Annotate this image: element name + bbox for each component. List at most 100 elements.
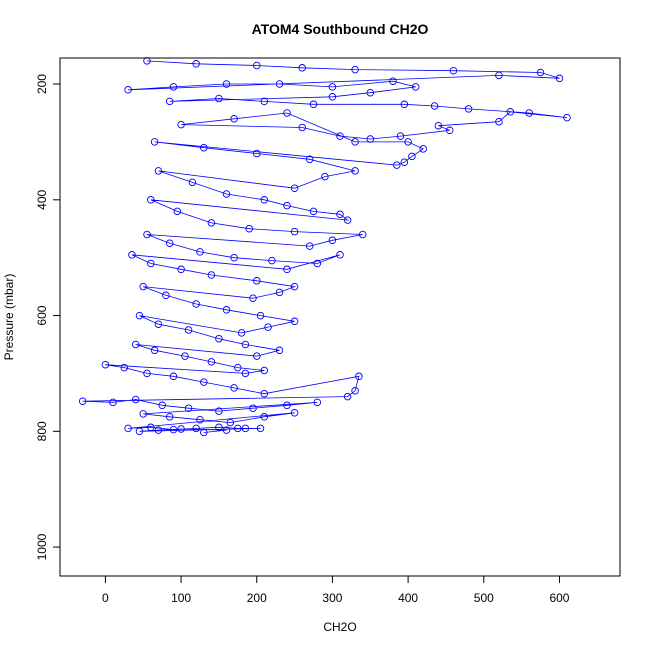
data-point [192,424,200,433]
y-tick-label: 400 [35,189,49,209]
data-point [253,149,261,158]
data-point [230,253,238,262]
x-tick-label: 400 [398,591,418,605]
data-point [260,196,269,204]
data-point [215,407,223,415]
data-point [343,216,352,224]
data-point [162,291,170,300]
data-point [283,109,291,117]
data-point [169,83,178,91]
data-point [150,138,159,146]
data-point [275,346,284,355]
data-point [165,97,174,106]
data-point [207,271,216,279]
x-tick-label: 300 [322,591,342,605]
data-point [253,352,261,360]
data-point [298,64,306,72]
data-point [253,277,261,285]
data-point [222,190,231,198]
data-point [143,369,151,378]
data-point [154,426,163,434]
data-point [200,428,208,437]
data-point [336,210,344,219]
y-axis-label: Pressure (mbar) [2,274,16,361]
data-point [234,363,242,372]
data-point [249,294,257,302]
data-point [305,242,314,250]
data-point [200,378,208,386]
data-point [135,427,144,436]
data-point [336,251,344,259]
data-point [389,77,397,85]
data-point [400,100,409,109]
data-point [177,425,185,433]
data-point [154,320,163,328]
data-point [184,404,193,412]
data-point [188,178,197,187]
y-tick-label: 200 [35,74,49,94]
data-point [358,230,367,239]
data-point [260,413,269,421]
data-point [419,145,427,153]
data-point [355,372,363,381]
data-point [169,425,178,434]
data-point [328,83,337,91]
data-point [101,360,110,369]
data-point [109,398,117,407]
x-tick-label: 500 [474,591,494,605]
data-point [177,120,185,129]
data-point [408,152,416,161]
data-point [131,340,140,349]
data-point [135,311,144,320]
data-point [290,317,299,326]
y-tick-label: 600 [35,305,49,325]
data-point [177,265,185,274]
data-point [147,196,155,204]
data-point [298,123,306,132]
data-point [393,161,401,169]
data-point [143,230,151,239]
data-point [120,363,129,372]
data-point [290,282,299,291]
data-point [309,100,318,109]
data-point [260,366,269,375]
data-point [124,86,132,94]
data-point [192,300,200,308]
data-point [328,236,337,245]
data-point [128,251,136,259]
data-point [222,426,231,434]
series-line [82,60,568,433]
data-point [328,93,337,101]
x-axis-label: CH2O [323,620,356,634]
data-point [230,115,238,123]
data-point [449,66,458,75]
data-point [525,109,533,117]
data-point [313,398,322,407]
data-point [351,387,359,395]
data-point [165,239,174,247]
data-point [78,397,87,405]
data-point [215,334,223,343]
data-point [404,138,412,146]
data-point [351,138,359,146]
data-point [173,207,182,216]
data-point [290,184,299,192]
data-point [230,384,238,392]
data-point [215,423,223,432]
data-point [147,423,155,432]
data-point [139,282,147,291]
data-point [309,207,318,216]
y-axis: 200 400 600 800 1000 [35,74,61,560]
data-point [283,401,291,410]
data-point [181,352,189,360]
data-point [215,94,223,103]
data-point [400,158,409,166]
x-tick-label: 0 [102,591,109,605]
data-point [196,248,204,256]
data-point [536,68,545,77]
data-point [336,132,344,140]
data-point [200,143,208,152]
y-tick-label: 800 [35,421,49,441]
data-point [351,65,359,74]
